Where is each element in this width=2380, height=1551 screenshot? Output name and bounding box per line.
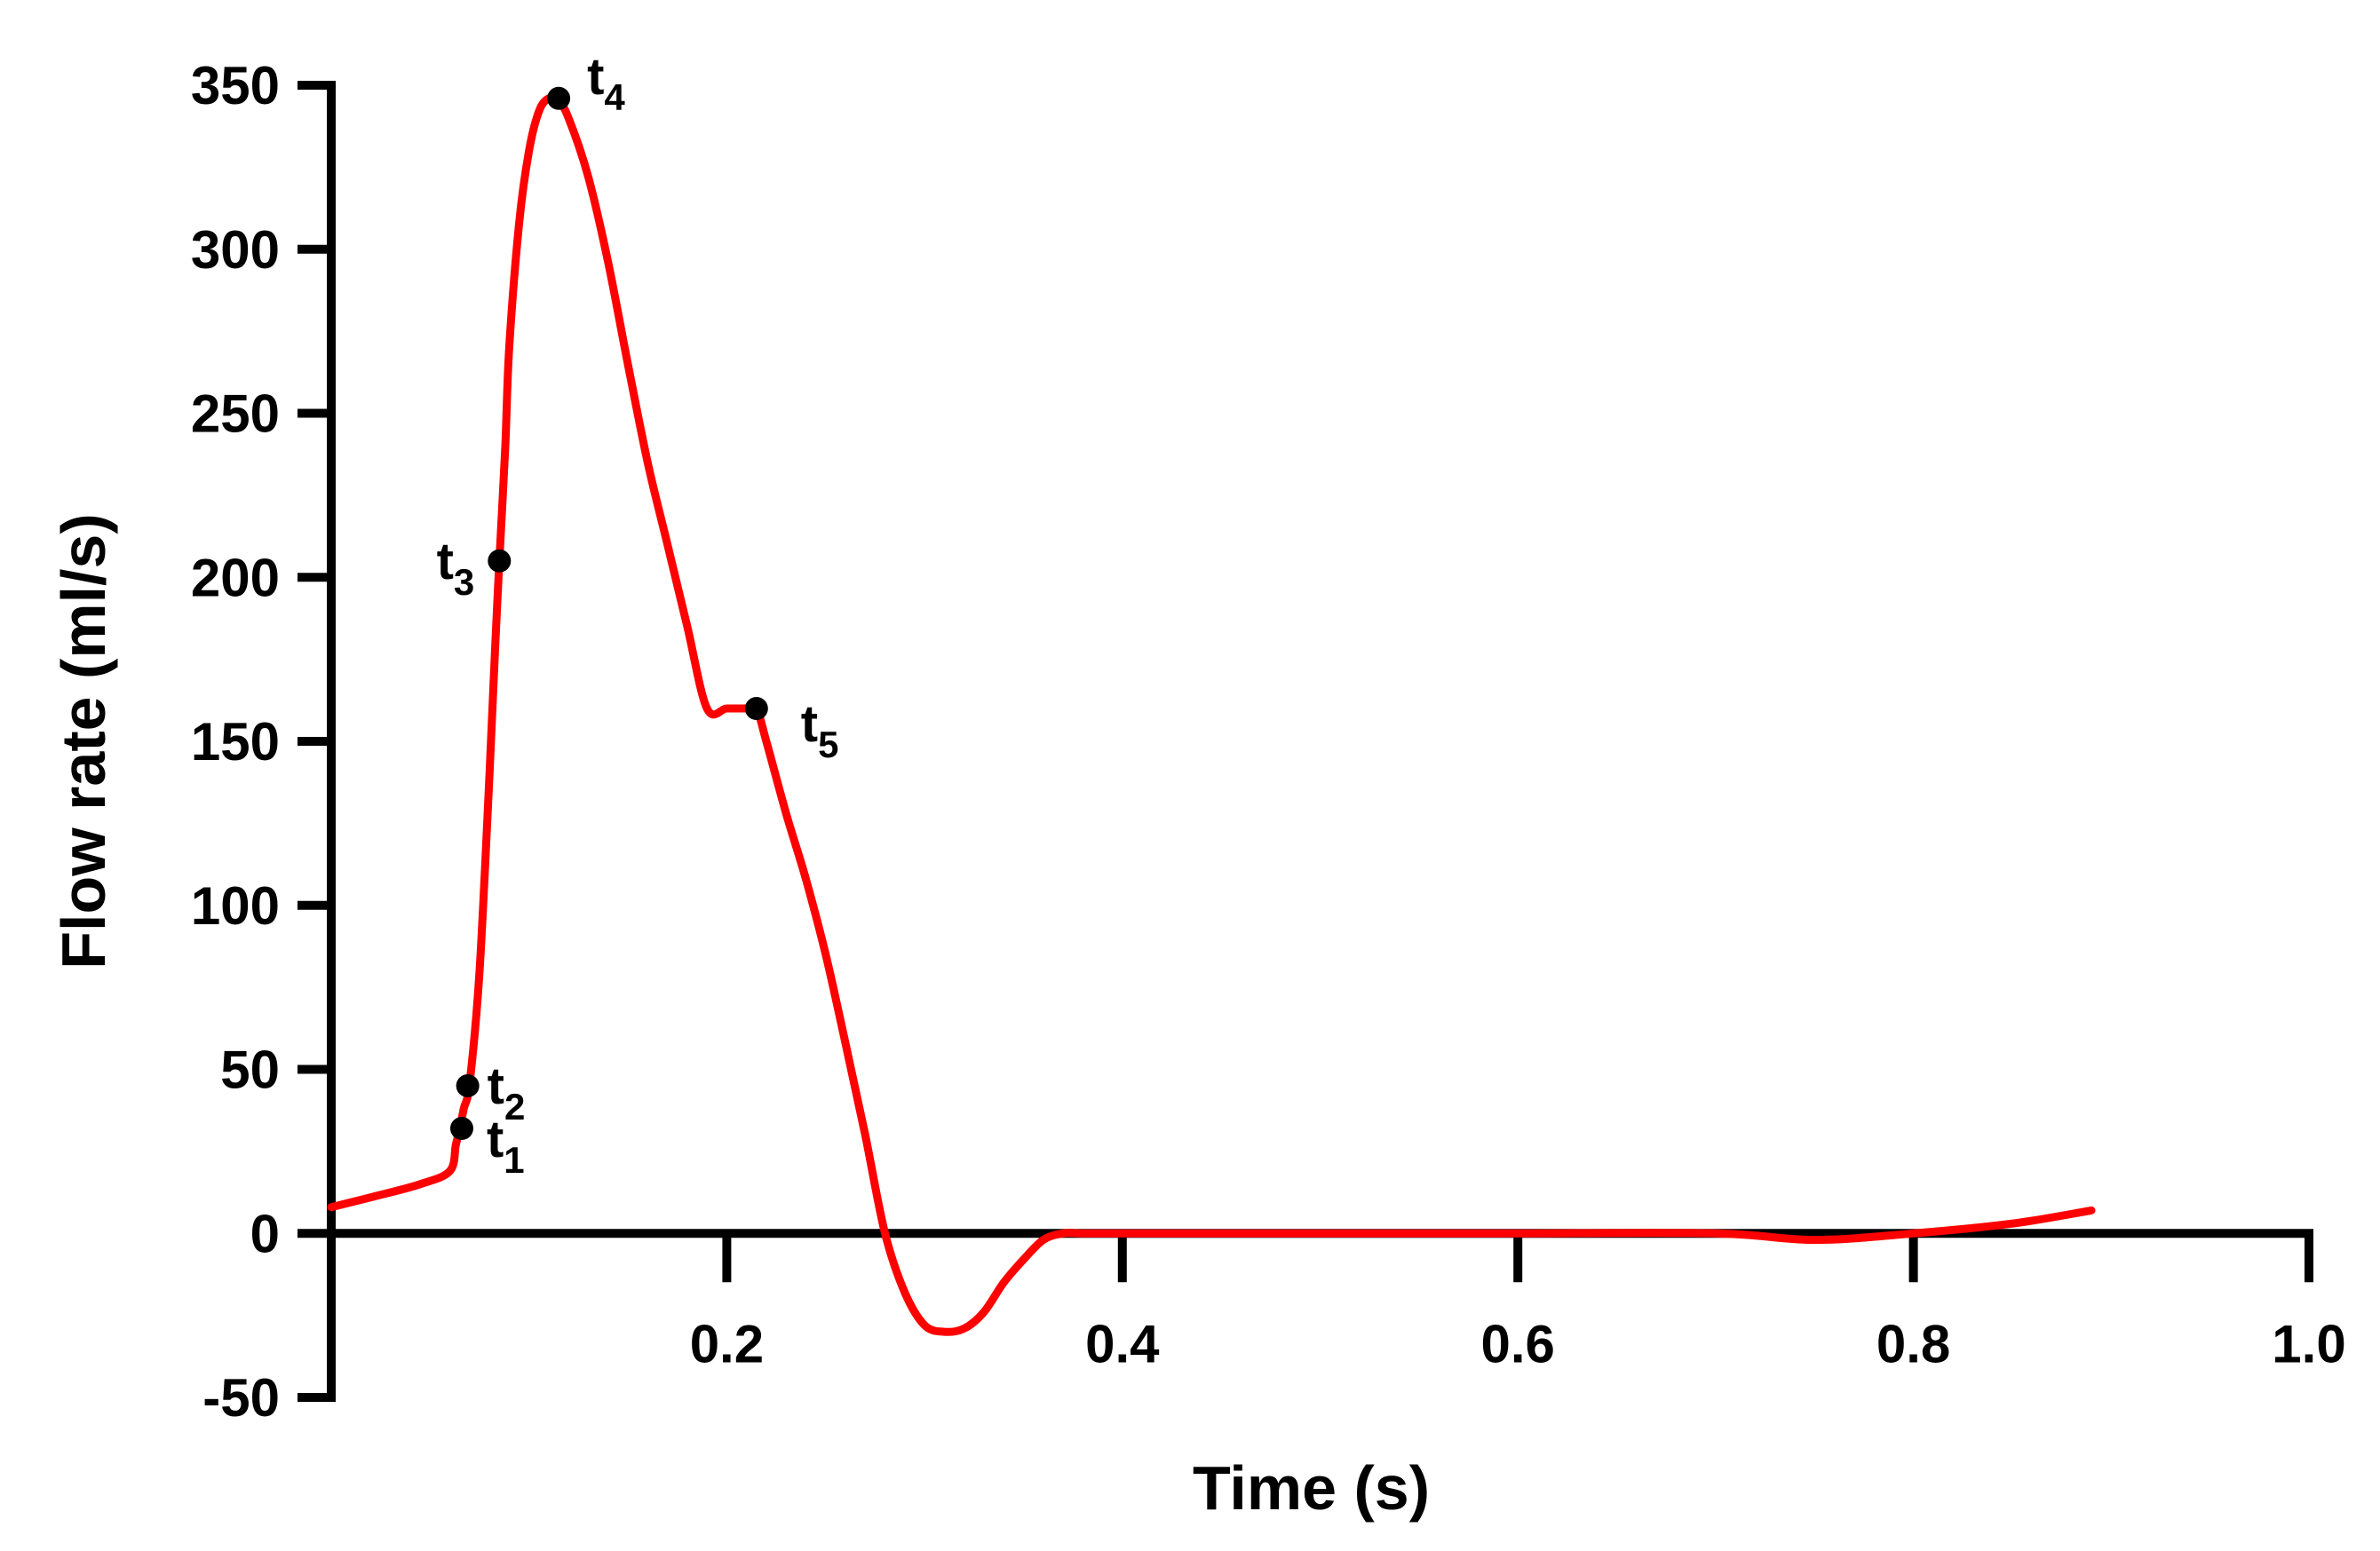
y-tick-label: 250	[191, 384, 280, 444]
time-point-4-marker	[547, 86, 571, 110]
time-point-subscript: 3	[454, 561, 474, 603]
flow-rate-line	[327, 93, 2096, 1336]
time-point-subscript: 5	[818, 724, 838, 765]
time-point-2-marker	[456, 1073, 480, 1097]
x-axis-ticks: 0.2 0.4 0.6 0.8 1.0	[690, 1233, 2346, 1373]
time-point-symbol: t	[487, 1111, 504, 1168]
time-point-4-label: t4	[587, 48, 625, 118]
x-tick-label: 0.2	[690, 1314, 764, 1373]
y-tick-label: 100	[191, 876, 280, 936]
time-point-5-label: t5	[801, 695, 839, 765]
time-point-2-label: t2	[488, 1057, 526, 1128]
time-point-1-marker	[449, 1117, 473, 1141]
time-point-5-marker	[744, 697, 768, 721]
y-axis-title: Flow rate (ml/s)	[49, 513, 118, 969]
axes	[327, 81, 2313, 1402]
y-tick-label: 0	[250, 1204, 280, 1263]
time-point-1-label: t1	[487, 1111, 525, 1181]
y-tick-label: 350	[191, 56, 280, 115]
time-point-symbol: t	[801, 695, 818, 753]
y-tick-label: -50	[202, 1368, 280, 1428]
x-tick-label: 0.8	[1876, 1314, 1950, 1373]
y-tick-label: 150	[191, 712, 280, 772]
time-point-symbol: t	[437, 533, 454, 590]
y-tick-label: 50	[220, 1041, 280, 1100]
y-axis-ticks: -50 0 50 100 150 200 250 300 350	[191, 56, 331, 1428]
time-point-subscript: 2	[504, 1086, 525, 1128]
y-tick-label: 300	[191, 220, 280, 280]
x-axis-title: Time (s)	[1193, 1453, 1430, 1523]
y-tick-label: 200	[191, 548, 280, 607]
x-tick-label: 1.0	[2272, 1314, 2345, 1373]
x-tick-label: 0.4	[1085, 1314, 1160, 1373]
time-point-3-label: t3	[437, 533, 475, 603]
x-tick-label: 0.6	[1480, 1314, 1554, 1373]
time-point-symbol: t	[587, 48, 604, 106]
time-point-subscript: 1	[504, 1139, 524, 1181]
time-point-3-marker	[488, 549, 512, 573]
time-point-symbol: t	[488, 1057, 504, 1115]
time-point-subscript: 4	[604, 76, 625, 118]
